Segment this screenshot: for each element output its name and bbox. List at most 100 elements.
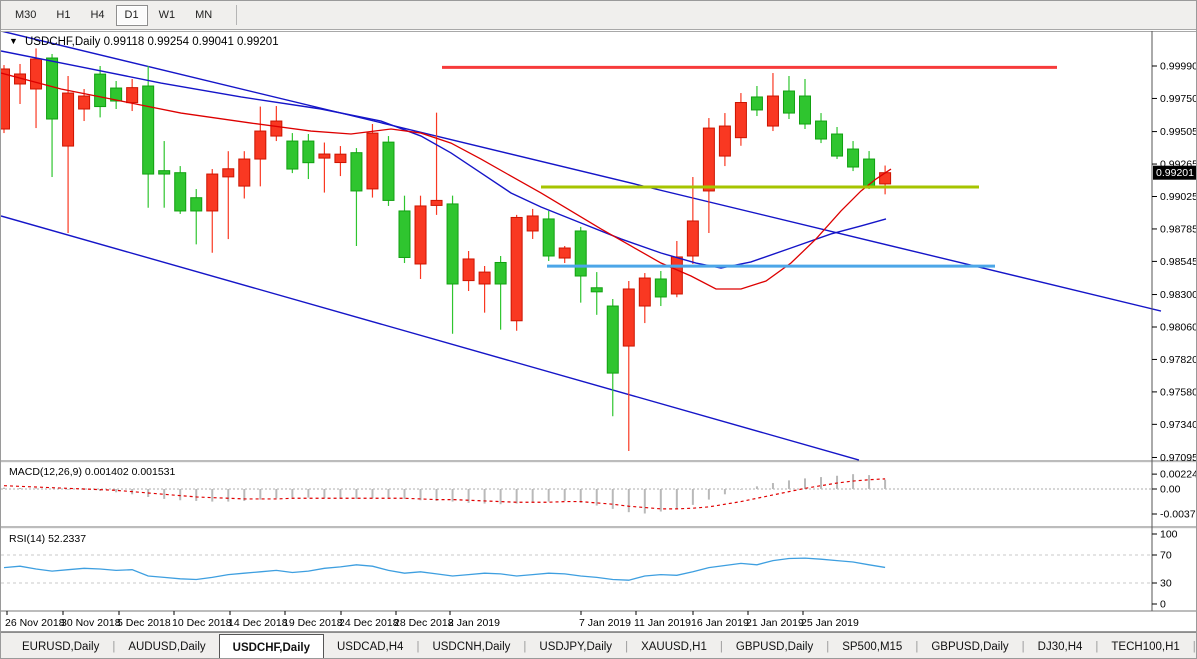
candle-body (462, 258, 475, 282)
trendlines (1, 31, 1162, 461)
candle-body (318, 153, 331, 159)
tab-usdjpy-daily[interactable]: USDJPY,Daily (539, 640, 613, 653)
date-axis-label: 21 Jan 2019 (746, 617, 804, 629)
candlestick-series (1, 48, 892, 451)
tab-usdcnh-daily[interactable]: USDCNH,Daily (432, 640, 511, 653)
candle-body (510, 216, 523, 322)
timeframe-button-h1[interactable]: H1 (47, 5, 79, 26)
candle-body (574, 230, 587, 277)
candle-body (831, 133, 844, 157)
tab-tech100-h1[interactable]: TECH100,H1 (1111, 640, 1180, 653)
price-tick-label: 0.97340 (1160, 419, 1197, 431)
candle-body (590, 287, 603, 293)
tab-separator: | (1021, 640, 1025, 653)
macd-tick-label: -0.003776 (1160, 509, 1197, 521)
candle-body (270, 120, 283, 137)
candle-body (334, 153, 347, 164)
candle-body (558, 247, 571, 259)
tab-gbpusd-daily-2[interactable]: GBPUSD,Daily (931, 640, 1009, 653)
candle-body (126, 87, 139, 104)
channel-upper (1, 31, 1162, 312)
rsi-tick-label: 70 (1160, 550, 1172, 562)
rsi-line (3, 557, 886, 581)
ma-blue-line (1, 50, 887, 269)
candle-body (142, 85, 155, 175)
candle-body (30, 58, 43, 90)
price-tick-label: 0.97580 (1160, 386, 1197, 398)
tab-audusd-daily[interactable]: AUDUSD,Daily (128, 640, 206, 653)
macd-tick-label: 0.00 (1160, 484, 1181, 496)
tab-eurusd-daily[interactable]: EURUSD,Daily (22, 640, 100, 653)
tab-usdchf-daily[interactable]: USDCHF,Daily (218, 634, 324, 658)
candle-body (622, 288, 635, 347)
toolbar-divider (236, 5, 238, 25)
chart-dropdown-icon[interactable]: ▼ (9, 36, 18, 46)
date-axis-label: 24 Dec 2018 (339, 617, 399, 629)
candle-body (78, 95, 91, 110)
timeframe-button-mn[interactable]: MN (186, 5, 221, 26)
price-tick-label: 0.99505 (1160, 126, 1197, 138)
candle-body (222, 168, 235, 178)
timeframe-toolbar: M30 H1 H4 D1 W1 MN (1, 1, 1196, 30)
candle-body (366, 132, 379, 190)
candle-body (1, 68, 10, 130)
candle-body (686, 220, 699, 257)
tab-usdcad-h4[interactable]: USDCAD,H4 (336, 640, 404, 653)
rsi-tick-label: 0 (1160, 599, 1166, 611)
date-axis-label: 14 Dec 2018 (228, 617, 288, 629)
candle-body (847, 148, 860, 168)
chart-canvas[interactable]: 0.999900.997500.995050.992650.990250.987… (1, 31, 1197, 632)
candle-body (526, 215, 539, 232)
candle-body (494, 261, 507, 285)
current-price-tag (1153, 165, 1196, 180)
timeframe-button-d1[interactable]: D1 (115, 4, 148, 26)
tab-gbpusd-daily[interactable]: GBPUSD,Daily (735, 640, 814, 653)
tab-separator: | (112, 640, 116, 653)
tab-sp500-m15[interactable]: SP500,M15 (842, 640, 903, 653)
tab-xauusd-h1[interactable]: XAUUSD,H1 (641, 640, 707, 653)
date-axis-label: 2 Jan 2019 (448, 617, 500, 629)
date-axis-label: 19 Dec 2018 (283, 617, 343, 629)
timeframe-button-h4[interactable]: H4 (81, 5, 113, 26)
candle-body (350, 152, 363, 192)
candle-body (286, 140, 299, 170)
tab-dj30-h4[interactable]: DJ30,H4 (1037, 640, 1083, 653)
price-tick-label: 0.99025 (1160, 191, 1197, 203)
date-axis-label: 10 Dec 2018 (172, 617, 232, 629)
tab-separator: | (719, 640, 723, 653)
candle-body (254, 130, 267, 160)
candle-body (382, 141, 395, 201)
candle-body (734, 102, 747, 139)
date-axis-label: 25 Jan 2019 (801, 617, 859, 629)
date-axis-label: 30 Nov 2018 (61, 617, 121, 629)
price-tick-label: 0.98300 (1160, 289, 1197, 301)
rsi-tick-label: 30 (1160, 578, 1172, 590)
candle-body (158, 170, 171, 175)
rsi-pane (1, 554, 1152, 584)
candle-body (46, 57, 59, 120)
candle-body (750, 96, 763, 111)
moving-averages (1, 50, 892, 290)
candle-body (718, 125, 731, 157)
candle-body (670, 256, 683, 295)
candle-body (190, 197, 203, 212)
candle-body (414, 205, 427, 265)
price-tick-label: 0.98785 (1160, 223, 1197, 235)
candle-body (398, 210, 411, 258)
candle-body (654, 278, 667, 298)
rsi-tick-label: 100 (1160, 529, 1178, 541)
date-axis-label: 11 Jan 2019 (634, 617, 691, 629)
tab-separator: | (1192, 640, 1196, 653)
price-tick-label: 0.99990 (1160, 61, 1197, 73)
candle-body (446, 203, 459, 285)
candle-body (478, 271, 491, 285)
tab-separator: | (416, 640, 420, 653)
date-axis-label: 5 Dec 2018 (117, 617, 171, 629)
price-tick-label: 0.97820 (1160, 354, 1197, 366)
chart-tab-bar: EURUSD,Daily | AUDUSD,Daily USDCHF,Daily … (1, 632, 1196, 658)
timeframe-button-w1[interactable]: W1 (150, 5, 185, 26)
timeframe-button-m30[interactable]: M30 (6, 5, 45, 26)
tab-separator: | (625, 640, 629, 653)
candle-body (238, 158, 251, 187)
